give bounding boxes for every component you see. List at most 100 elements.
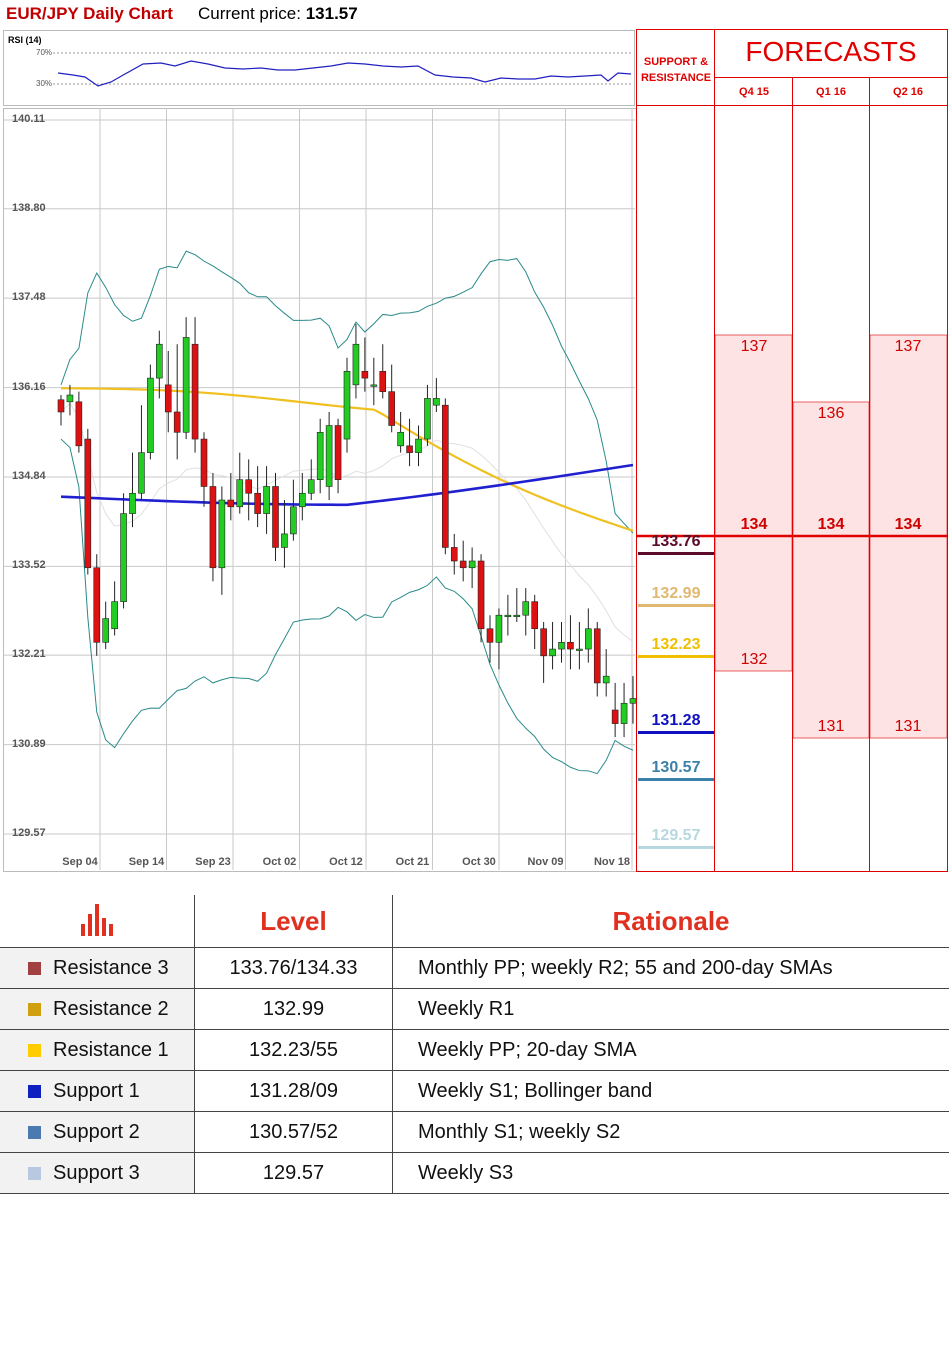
rationale-header: Rationale	[392, 895, 949, 948]
level-name-cell: Resistance 1	[0, 1029, 195, 1071]
candle-body	[406, 445, 413, 453]
sr-level-line	[638, 846, 714, 849]
candle-body	[433, 398, 440, 406]
sr-level-line	[638, 604, 714, 607]
level-rationale: Monthly PP; weekly R2; 55 and 200-day SM…	[392, 947, 949, 989]
level-rationale: Weekly PP; 20-day SMA	[392, 1029, 949, 1071]
candle-body	[254, 492, 261, 514]
candle-body	[66, 394, 74, 403]
levels-table: Level Rationale Resistance 3 133.76/134.3…	[0, 895, 949, 1194]
level-name: Support 3	[53, 1161, 140, 1184]
candle-body	[468, 560, 476, 569]
level-name: Support 2	[53, 1120, 140, 1143]
rsi-plot	[53, 52, 633, 87]
candle-body	[531, 601, 538, 630]
level-name: Resistance 3	[53, 956, 169, 979]
candle-body	[477, 560, 485, 630]
candle-body	[504, 614, 512, 617]
y-tick-label: 129.57	[12, 827, 46, 839]
level-name-cell: Support 3	[0, 1152, 195, 1194]
candle-body	[576, 648, 583, 651]
candle-body	[334, 425, 342, 481]
candle-body	[182, 337, 190, 433]
level-name-cell: Resistance 2	[0, 988, 195, 1030]
rsi-panel	[3, 30, 635, 106]
x-tick-label: Oct 12	[329, 856, 363, 868]
candle-body	[397, 431, 404, 447]
candle-body	[164, 384, 172, 413]
level-rationale: Weekly S1; Bollinger band	[392, 1070, 949, 1112]
candle-body	[129, 492, 136, 514]
rsi-line	[57, 60, 632, 87]
candle-body	[156, 343, 163, 379]
sr-level-line	[638, 731, 714, 734]
x-tick-label: Nov 09	[527, 856, 564, 868]
sr-level-line	[638, 655, 714, 658]
sr-level-value: 130.57	[651, 759, 701, 776]
level-name-cell: Resistance 3	[0, 947, 195, 989]
candle-body	[75, 401, 83, 447]
candle-body	[57, 399, 65, 413]
x-tick-label: Sep 04	[62, 856, 98, 868]
levels-table-row: Support 1 131.28/09 Weekly S1; Bollinger b…	[0, 1070, 949, 1112]
sr-level-line	[638, 778, 714, 781]
candle-body	[325, 425, 333, 487]
forecast-q1-high: 136	[817, 405, 845, 422]
candle-body	[442, 404, 449, 548]
forecast-col-q2-16: Q2 16	[893, 86, 923, 98]
level-rationale: Weekly R1	[392, 988, 949, 1030]
sr-level-value: 129.57	[651, 827, 701, 844]
forecast-q4-low: 132	[740, 651, 768, 668]
candle-body	[299, 492, 306, 508]
candle-body	[593, 628, 601, 684]
candle-body	[236, 479, 244, 508]
x-tick-label: Oct 21	[395, 856, 430, 868]
candle-body	[361, 371, 369, 379]
rsi-level-70: 70%	[36, 48, 53, 57]
candle-body	[620, 702, 628, 724]
candle-body	[84, 438, 92, 569]
candle-body	[388, 391, 395, 426]
levels-table-row: Resistance 3 133.76/134.33 Monthly PP; wee…	[0, 947, 949, 989]
candle-body	[459, 560, 467, 569]
candle-body	[102, 618, 109, 643]
y-tick-label: 140.11	[12, 113, 46, 125]
level-name-cell: Support 1	[0, 1070, 195, 1112]
levels-table-header: Level Rationale	[0, 895, 949, 948]
rsi-level-30: 30%	[36, 79, 53, 88]
candle-body	[93, 567, 101, 643]
level-value: 132.99	[194, 988, 393, 1030]
forecast-col-q4-15: Q4 15	[739, 86, 769, 98]
chart-title: EUR/JPY Daily Chart	[6, 4, 173, 23]
sma-200-line	[60, 463, 634, 507]
level-color-swatch	[28, 961, 41, 975]
bollinger-mid-line	[60, 402, 634, 643]
candle-body	[316, 431, 324, 481]
level-name: Resistance 1	[53, 1038, 169, 1061]
x-tick-label: Oct 02	[262, 856, 297, 868]
level-color-swatch	[28, 1084, 41, 1098]
y-tick-label: 133.52	[12, 559, 46, 572]
forecast-q2-low: 131	[894, 718, 922, 735]
candle-body	[227, 499, 235, 508]
candle-body	[200, 438, 208, 487]
candle-body	[138, 452, 145, 494]
candle-body	[450, 547, 458, 562]
y-tick-label: 138.80	[12, 201, 46, 214]
level-rationale: Weekly S3	[392, 1152, 949, 1194]
current-price: Current price: 131.57	[198, 4, 358, 24]
y-tick-label: 134.84	[12, 470, 46, 482]
candle-body	[111, 601, 118, 630]
forecast-q2-high: 137	[894, 338, 922, 355]
forecast-q1-mid: 134	[817, 516, 845, 533]
candle-body	[218, 499, 226, 569]
candle-body	[424, 398, 431, 440]
candle-body	[209, 486, 217, 569]
current-price-label: Current price:	[198, 4, 301, 23]
level-color-swatch	[28, 1166, 41, 1180]
rsi-label: RSI (14)	[8, 35, 42, 45]
forecast-q4-mid: 134	[740, 516, 768, 533]
y-tick-label: 137.48	[12, 291, 46, 304]
x-tick-label: Nov 18	[593, 856, 631, 868]
support-resistance-title: SUPPORT & RESISTANCE	[640, 56, 712, 84]
